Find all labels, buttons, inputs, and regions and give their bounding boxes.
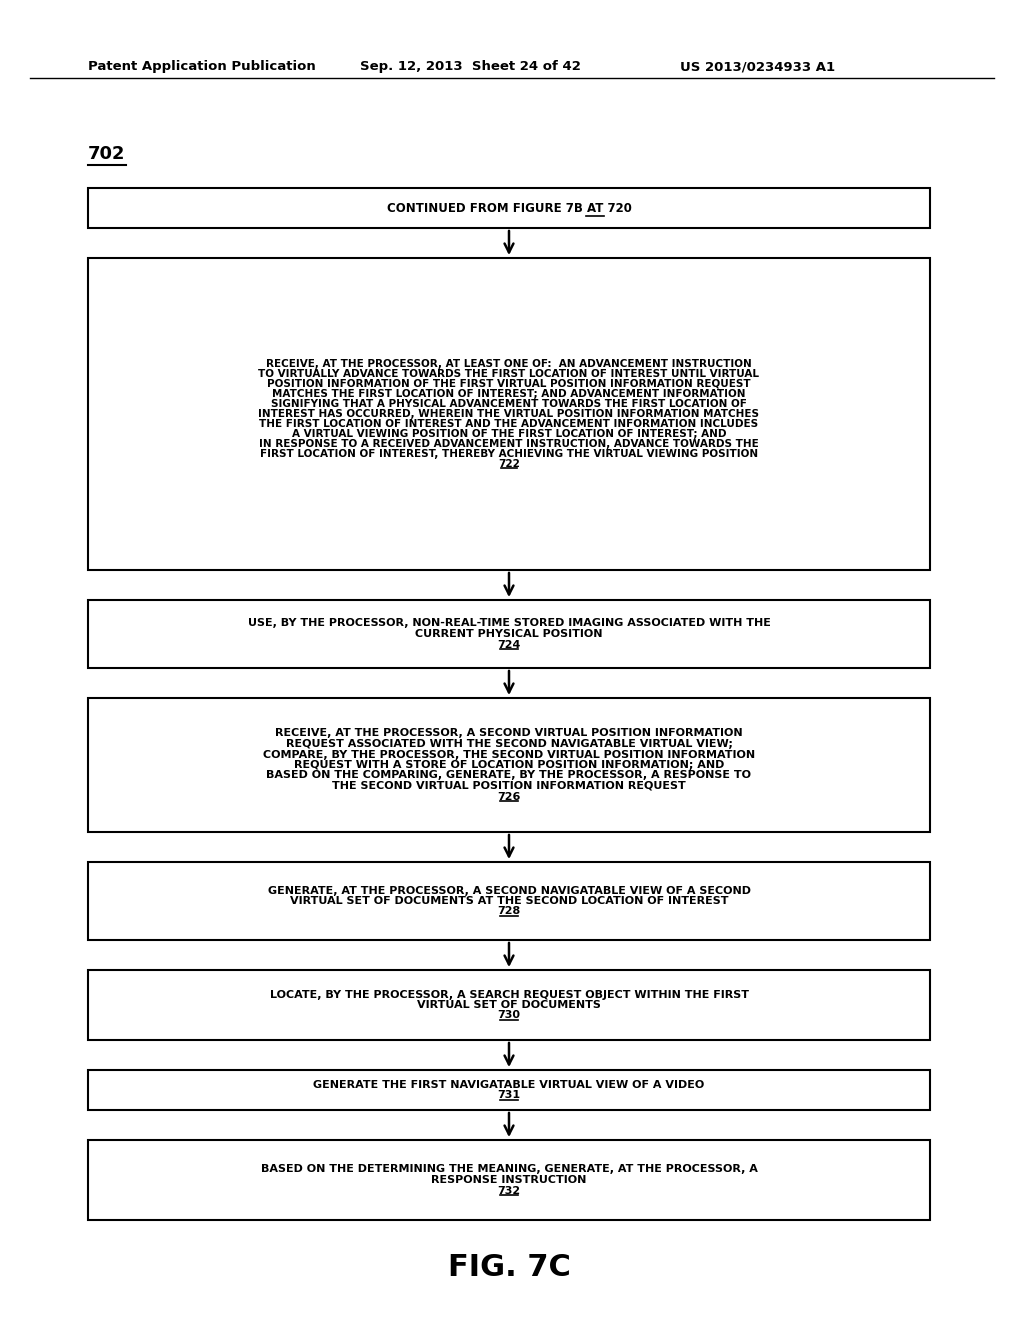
Text: 702: 702 <box>88 145 126 162</box>
Text: IN RESPONSE TO A RECEIVED ADVANCEMENT INSTRUCTION, ADVANCE TOWARDS THE: IN RESPONSE TO A RECEIVED ADVANCEMENT IN… <box>259 440 759 449</box>
Bar <box>88 257 930 570</box>
Bar <box>88 698 930 832</box>
Bar <box>88 601 930 668</box>
Text: Sep. 12, 2013  Sheet 24 of 42: Sep. 12, 2013 Sheet 24 of 42 <box>360 59 581 73</box>
Text: 730: 730 <box>498 1011 520 1020</box>
Text: A VIRTUAL VIEWING POSITION OF THE FIRST LOCATION OF INTEREST; AND: A VIRTUAL VIEWING POSITION OF THE FIRST … <box>292 429 726 440</box>
Text: REQUEST WITH A STORE OF LOCATION POSITION INFORMATION; AND: REQUEST WITH A STORE OF LOCATION POSITIO… <box>294 760 724 770</box>
Text: VIRTUAL SET OF DOCUMENTS AT THE SECOND LOCATION OF INTEREST: VIRTUAL SET OF DOCUMENTS AT THE SECOND L… <box>290 896 728 906</box>
Bar <box>88 970 930 1040</box>
Bar <box>88 1071 930 1110</box>
Text: US 2013/0234933 A1: US 2013/0234933 A1 <box>680 59 836 73</box>
Text: 731: 731 <box>498 1090 520 1101</box>
Bar <box>88 1140 930 1220</box>
Text: BASED ON THE DETERMINING THE MEANING, GENERATE, AT THE PROCESSOR, A: BASED ON THE DETERMINING THE MEANING, GE… <box>260 1164 758 1175</box>
Text: 722: 722 <box>498 459 520 469</box>
Text: SIGNIFYING THAT A PHYSICAL ADVANCEMENT TOWARDS THE FIRST LOCATION OF: SIGNIFYING THAT A PHYSICAL ADVANCEMENT T… <box>271 399 746 409</box>
Text: BASED ON THE COMPARING, GENERATE, BY THE PROCESSOR, A RESPONSE TO: BASED ON THE COMPARING, GENERATE, BY THE… <box>266 771 752 780</box>
Text: RESPONSE INSTRUCTION: RESPONSE INSTRUCTION <box>431 1175 587 1185</box>
Text: GENERATE THE FIRST NAVIGATABLE VIRTUAL VIEW OF A VIDEO: GENERATE THE FIRST NAVIGATABLE VIRTUAL V… <box>313 1080 705 1090</box>
Text: VIRTUAL SET OF DOCUMENTS: VIRTUAL SET OF DOCUMENTS <box>417 1001 601 1010</box>
Text: GENERATE, AT THE PROCESSOR, A SECOND NAVIGATABLE VIEW OF A SECOND: GENERATE, AT THE PROCESSOR, A SECOND NAV… <box>267 886 751 895</box>
Text: COMPARE, BY THE PROCESSOR, THE SECOND VIRTUAL POSITION INFORMATION: COMPARE, BY THE PROCESSOR, THE SECOND VI… <box>263 750 755 759</box>
Text: THE SECOND VIRTUAL POSITION INFORMATION REQUEST: THE SECOND VIRTUAL POSITION INFORMATION … <box>332 781 686 791</box>
Text: RECEIVE, AT THE PROCESSOR, A SECOND VIRTUAL POSITION INFORMATION: RECEIVE, AT THE PROCESSOR, A SECOND VIRT… <box>275 729 742 738</box>
Text: TO VIRTUALLY ADVANCE TOWARDS THE FIRST LOCATION OF INTEREST UNTIL VIRTUAL: TO VIRTUALLY ADVANCE TOWARDS THE FIRST L… <box>258 370 760 379</box>
Text: 732: 732 <box>498 1185 520 1196</box>
Text: MATCHES THE FIRST LOCATION OF INTEREST; AND ADVANCEMENT INFORMATION: MATCHES THE FIRST LOCATION OF INTEREST; … <box>272 389 745 399</box>
Text: CURRENT PHYSICAL POSITION: CURRENT PHYSICAL POSITION <box>416 630 603 639</box>
Text: CONTINUED FROM FIGURE 7B AT 720: CONTINUED FROM FIGURE 7B AT 720 <box>387 202 632 214</box>
Text: POSITION INFORMATION OF THE FIRST VIRTUAL POSITION INFORMATION REQUEST: POSITION INFORMATION OF THE FIRST VIRTUA… <box>267 379 751 389</box>
Text: FIG. 7C: FIG. 7C <box>447 1254 570 1283</box>
Text: THE FIRST LOCATION OF INTEREST AND THE ADVANCEMENT INFORMATION INCLUDES: THE FIRST LOCATION OF INTEREST AND THE A… <box>259 418 759 429</box>
Text: REQUEST ASSOCIATED WITH THE SECOND NAVIGATABLE VIRTUAL VIEW;: REQUEST ASSOCIATED WITH THE SECOND NAVIG… <box>286 739 732 748</box>
Text: INTEREST HAS OCCURRED, WHEREIN THE VIRTUAL POSITION INFORMATION MATCHES: INTEREST HAS OCCURRED, WHEREIN THE VIRTU… <box>258 409 760 418</box>
Text: LOCATE, BY THE PROCESSOR, A SEARCH REQUEST OBJECT WITHIN THE FIRST: LOCATE, BY THE PROCESSOR, A SEARCH REQUE… <box>269 990 749 999</box>
Text: 728: 728 <box>498 907 520 916</box>
Text: FIRST LOCATION OF INTEREST, THEREBY ACHIEVING THE VIRTUAL VIEWING POSITION: FIRST LOCATION OF INTEREST, THEREBY ACHI… <box>260 449 758 459</box>
Text: Patent Application Publication: Patent Application Publication <box>88 59 315 73</box>
Bar <box>88 862 930 940</box>
Text: RECEIVE, AT THE PROCESSOR, AT LEAST ONE OF:  AN ADVANCEMENT INSTRUCTION: RECEIVE, AT THE PROCESSOR, AT LEAST ONE … <box>266 359 752 370</box>
Text: 724: 724 <box>498 639 520 649</box>
Bar <box>88 187 930 228</box>
Text: USE, BY THE PROCESSOR, NON-REAL-TIME STORED IMAGING ASSOCIATED WITH THE: USE, BY THE PROCESSOR, NON-REAL-TIME STO… <box>248 619 770 628</box>
Text: 726: 726 <box>498 792 520 801</box>
